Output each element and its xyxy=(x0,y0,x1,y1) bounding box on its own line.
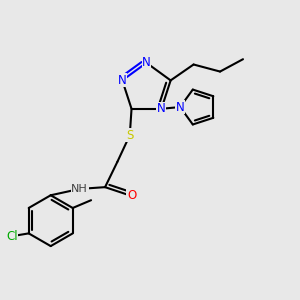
Text: N: N xyxy=(142,56,151,69)
Text: Cl: Cl xyxy=(6,230,18,243)
Text: NH: NH xyxy=(71,184,88,194)
Text: S: S xyxy=(126,129,134,142)
Text: O: O xyxy=(127,190,136,202)
Text: N: N xyxy=(157,102,166,115)
Text: N: N xyxy=(176,100,184,113)
Text: N: N xyxy=(118,74,127,87)
